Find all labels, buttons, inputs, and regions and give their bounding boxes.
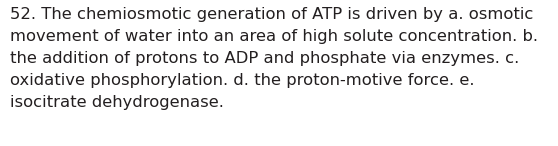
Text: 52. The chemiosmotic generation of ATP is driven by a. osmotic
movement of water: 52. The chemiosmotic generation of ATP i… xyxy=(10,7,538,110)
